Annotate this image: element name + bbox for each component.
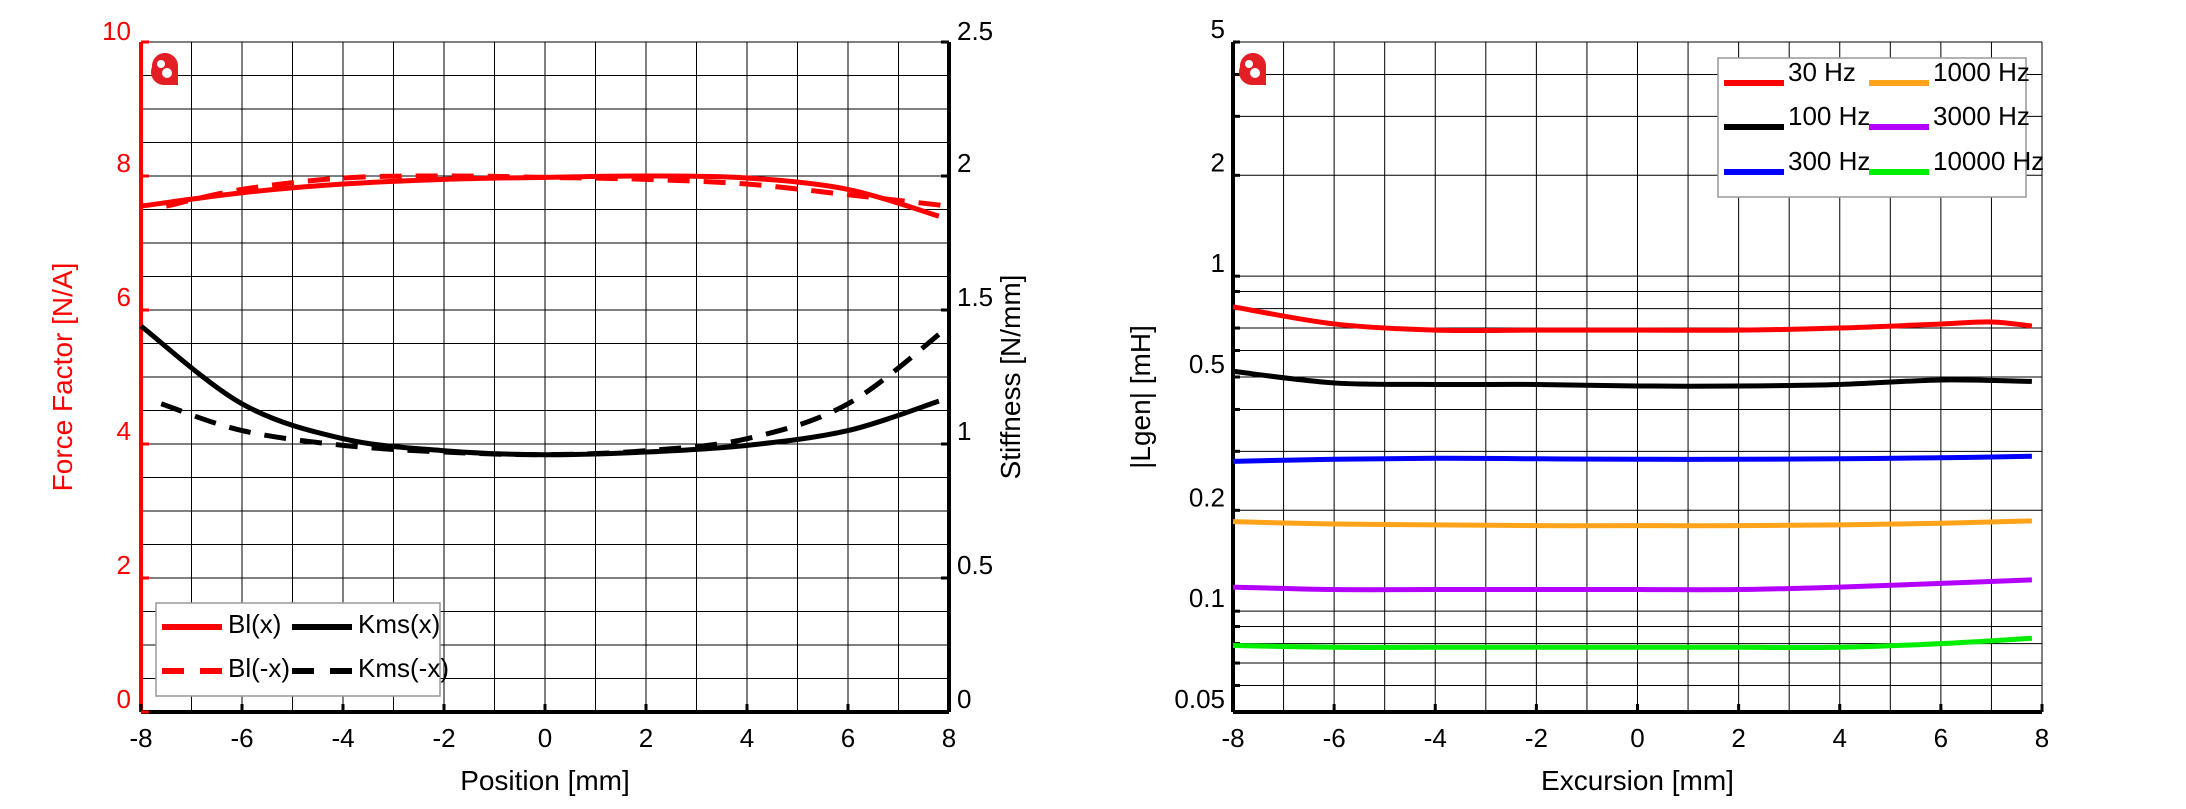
legend-label: Bl(-x) bbox=[228, 653, 290, 683]
y-tick-label: 0.05 bbox=[1174, 684, 1225, 714]
series-line-Kms(x) bbox=[139, 324, 940, 458]
y2-tick-label: 0.5 bbox=[957, 550, 993, 580]
y-tick-label: 0.1 bbox=[1189, 583, 1225, 613]
y-tick-label: 1 bbox=[1211, 248, 1225, 278]
series-line-10000 Hz bbox=[1232, 635, 2033, 651]
legend-label: 10000 Hz bbox=[1933, 146, 2044, 176]
y2-tick-label: 0 bbox=[957, 684, 971, 714]
legend-label: Bl(x) bbox=[228, 609, 281, 639]
y-tick-label: 0 bbox=[117, 684, 131, 714]
x-tick-label: 2 bbox=[639, 723, 653, 753]
legend-label: Kms(x) bbox=[358, 609, 440, 639]
x-tick-label: 8 bbox=[942, 723, 956, 753]
x-tick-label: -2 bbox=[432, 723, 455, 753]
series-line-3000 Hz bbox=[1232, 577, 2032, 593]
y-tick-label: 5 bbox=[1211, 14, 1225, 44]
x-tick-label: 6 bbox=[1934, 723, 1948, 753]
series-line-30 Hz bbox=[1232, 304, 2033, 334]
x-axis-title: Excursion [mm] bbox=[1541, 765, 1734, 796]
series-line-Kms(-x) bbox=[160, 324, 951, 458]
logo-dot bbox=[162, 68, 172, 78]
x-axis-title: Position [mm] bbox=[460, 765, 630, 796]
x-tick-label: -2 bbox=[1525, 723, 1548, 753]
legend: Bl(x) Bl(-x) Kms(x) Kms(-x) bbox=[155, 602, 449, 697]
series-line-Bl(x) bbox=[140, 173, 940, 219]
y2-tick-label: 1.5 bbox=[957, 282, 993, 312]
y-axis-title: Force Factor [N/A] bbox=[47, 263, 78, 492]
y-tick-label: 0.5 bbox=[1189, 349, 1225, 379]
x-tick-label: -6 bbox=[1323, 723, 1346, 753]
x-tick-label: -8 bbox=[129, 723, 152, 753]
x-tick-label: -4 bbox=[331, 723, 354, 753]
legend-label: 300 Hz bbox=[1788, 146, 1870, 176]
legend-label: 30 Hz bbox=[1788, 57, 1856, 87]
y2-tick-label: 2.5 bbox=[957, 16, 993, 46]
y-tick-label: 0.2 bbox=[1189, 482, 1225, 512]
y-tick-label: 8 bbox=[117, 148, 131, 178]
x-tick-label: -8 bbox=[1221, 723, 1244, 753]
x-tick-label: 0 bbox=[1630, 723, 1644, 753]
y-tick-label: 4 bbox=[117, 416, 131, 446]
legend-label: 100 Hz bbox=[1788, 101, 1870, 131]
legend-label: 3000 Hz bbox=[1933, 101, 2030, 131]
x-tick-label: 4 bbox=[740, 723, 754, 753]
legend: 30 Hz 100 Hz 300 Hz 1000 Hz 3000 Hz 10000 Hz bbox=[1717, 57, 2044, 198]
x-tick-label: -6 bbox=[230, 723, 253, 753]
series-line-100 Hz bbox=[1232, 368, 2032, 389]
series-line-1000 Hz bbox=[1232, 518, 2032, 529]
x-tick-label: -4 bbox=[1424, 723, 1447, 753]
y2-tick-label: 1 bbox=[957, 416, 971, 446]
y-axis-title: |Lgen| [mH] bbox=[1125, 325, 1156, 469]
logo-dot bbox=[1245, 60, 1253, 68]
force-stiffness-chart: -8 -6 -4 -2 0 2 4 6 8024681000.511.522.5Position… bbox=[47, 16, 1026, 796]
logo-dot bbox=[157, 60, 165, 68]
y-tick-label: 2 bbox=[1211, 147, 1225, 177]
legend-label: Kms(-x) bbox=[358, 653, 449, 683]
y-tick-label: 2 bbox=[117, 550, 131, 580]
legend-box bbox=[155, 602, 441, 697]
x-tick-label: 6 bbox=[841, 723, 855, 753]
x-tick-label: 0 bbox=[538, 723, 552, 753]
x-tick-label: 8 bbox=[2035, 723, 2049, 753]
logo-icon bbox=[151, 52, 178, 85]
y-tick-label: 6 bbox=[117, 282, 131, 312]
x-tick-label: 2 bbox=[1731, 723, 1745, 753]
inductance-chart: -8 -6 -4 -2 0 2 4 6 8 0.05 0.1 0.2 0.5 1 2 5 Excursion [… bbox=[1125, 14, 2049, 796]
y-tick-label: 10 bbox=[102, 16, 131, 46]
logo-dot bbox=[1250, 68, 1260, 78]
legend-label: 1000 Hz bbox=[1933, 57, 2030, 87]
y2-axis-title: Stiffness [N/mm] bbox=[995, 275, 1026, 480]
logo-icon bbox=[1239, 52, 1266, 85]
series-line-Bl(-x) bbox=[165, 173, 950, 209]
series-line-300 Hz bbox=[1232, 453, 2032, 464]
x-tick-label: 4 bbox=[1833, 723, 1847, 753]
y2-tick-label: 2 bbox=[957, 148, 971, 178]
